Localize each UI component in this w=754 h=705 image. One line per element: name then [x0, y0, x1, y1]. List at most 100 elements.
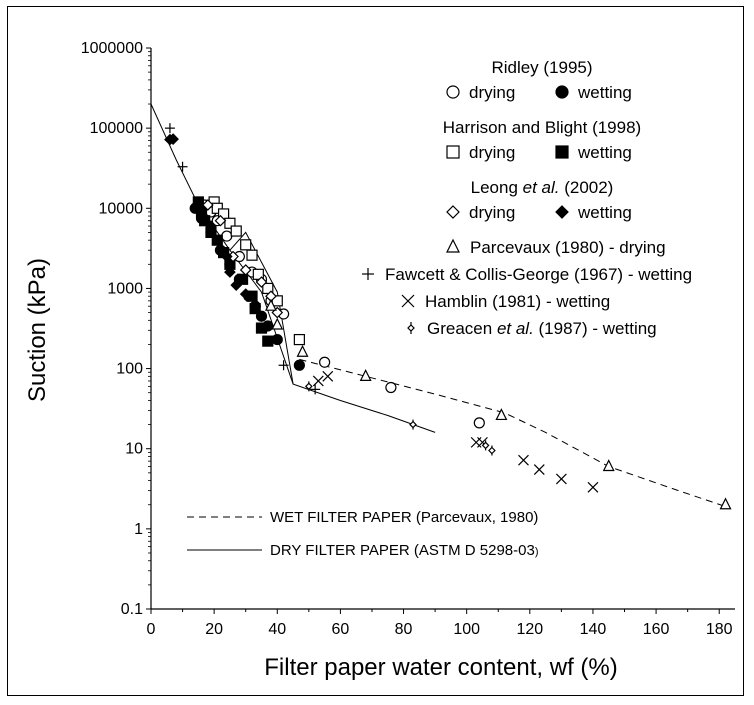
marker-shape	[518, 454, 529, 466]
data-point-triangle-open	[296, 344, 309, 357]
legend-text-part: Parcevaux (1980) - drying	[470, 238, 666, 257]
data-point-diamond-filled	[230, 279, 243, 291]
data-point-diamond-open	[201, 199, 214, 211]
legend-entry-label: Parcevaux (1980) - drying	[470, 238, 666, 257]
data-point-cross	[533, 464, 545, 475]
marker-shape	[199, 215, 211, 227]
marker-shape	[587, 481, 599, 493]
data-points	[164, 123, 732, 510]
y-tick-label: 10000	[99, 200, 144, 217]
data-point-square-open	[211, 202, 223, 214]
x-tick-label: 100	[453, 621, 480, 638]
y-tick-label: 100000	[90, 120, 143, 137]
y-tick-label: 0.1	[121, 601, 143, 618]
y-axis-label: Suction (kPa)	[24, 258, 51, 402]
legend-entry-label: Greacen et al. (1987) - wetting	[427, 319, 657, 338]
legend-text-part: (1998)	[587, 118, 641, 137]
legend-entry-label: drying	[469, 203, 515, 222]
marker-shape	[236, 273, 249, 285]
legend-entry-label: Hamblin (1981) - wetting	[425, 292, 610, 311]
legend-marker-square-filled	[555, 145, 569, 159]
legend-marker-circle-open	[446, 85, 460, 99]
dry-filter-paper-branch	[229, 231, 294, 385]
x-tick-label: 60	[332, 621, 350, 638]
wet-filter-paper-curve	[299, 358, 726, 507]
data-point-square-open	[224, 217, 236, 229]
marker-shape	[271, 333, 283, 346]
marker-shape	[385, 381, 397, 394]
marker-shape	[220, 250, 233, 263]
data-point-circle-filled	[271, 333, 283, 346]
legend-entry-label: wetting	[577, 143, 632, 162]
data-point-square-filled	[236, 273, 249, 285]
wet-curve-legend-label: WET FILTER PAPER (Parcevaux, 1980)	[270, 509, 538, 526]
data-point-star	[488, 445, 496, 456]
x-tick-label: 40	[268, 621, 286, 638]
data-point-square-open	[240, 239, 252, 251]
marker-shape	[255, 322, 268, 334]
legend-text-part: Hamblin (1981) - wetting	[425, 292, 610, 311]
legend-text-small: )	[535, 546, 539, 558]
marker-shape	[407, 324, 415, 332]
x-tick-label: 80	[395, 621, 413, 638]
data-point-cross	[587, 481, 599, 493]
marker-shape	[555, 145, 569, 159]
data-point-plus	[177, 161, 188, 172]
data-point-diamond-open	[214, 214, 227, 227]
marker-shape	[192, 196, 204, 208]
marker-shape	[239, 264, 252, 276]
legend-marker-circle-filled	[555, 85, 569, 99]
legend-text-part: (2002)	[559, 178, 613, 197]
marker-shape	[719, 497, 732, 510]
marker-shape	[224, 266, 236, 278]
y-tick-label: 1000000	[81, 40, 143, 57]
marker-shape	[246, 249, 258, 261]
x-tick-label: 140	[580, 621, 607, 638]
marker-shape	[167, 133, 179, 145]
legend-entry-label: Fawcett & Collis-George (1967) - wetting	[385, 265, 692, 284]
data-point-square-open	[230, 225, 242, 237]
legend-text-part: Greacen	[427, 319, 497, 338]
marker-shape	[205, 220, 217, 232]
marker-shape	[262, 282, 274, 295]
marker-shape	[602, 459, 615, 472]
data-point-plus	[310, 384, 321, 395]
marker-shape	[264, 298, 277, 311]
data-point-plus	[278, 360, 289, 371]
marker-shape	[293, 333, 305, 346]
marker-shape	[252, 268, 264, 280]
data-point-square-filled	[199, 215, 211, 227]
data-point-square-open	[262, 282, 274, 295]
marker-shape	[359, 368, 372, 381]
legend-text-part: Leong	[471, 178, 523, 197]
legend-group-title: Harrison and Blight (1998)	[443, 118, 641, 137]
marker-shape	[230, 225, 242, 237]
legend-text-part: Fawcett & Collis-George (1967) - wetting	[385, 265, 692, 284]
legend-marker-plus	[362, 268, 374, 280]
marker-shape	[239, 288, 252, 300]
marker-shape	[201, 199, 214, 211]
chart-frame	[7, 6, 744, 696]
marker-shape	[271, 317, 284, 330]
marker-shape	[322, 370, 334, 382]
legend-marker-diamond-filled	[555, 205, 569, 219]
legend-text-part: DRY FILTER PAPER (ASTM D 5298-03	[270, 542, 535, 559]
data-point-diamond-filled	[205, 220, 217, 232]
data-point-square-open	[271, 295, 283, 307]
marker-shape	[214, 214, 227, 227]
legend-marker-triangle-open	[446, 238, 460, 253]
x-tick-label: 0	[147, 621, 156, 638]
legend-marker-star	[407, 322, 415, 334]
y-tick-label: 1000	[107, 280, 143, 297]
x-tick-label: 20	[205, 621, 223, 638]
data-point-square-filled	[211, 234, 223, 246]
data-point-cross	[312, 375, 324, 387]
marker-shape	[293, 359, 305, 371]
legend: Ridley (1995) drying wetting Harrison and B…	[362, 58, 692, 338]
data-point-circle-open	[385, 381, 397, 394]
marker-shape	[555, 205, 569, 219]
data-point-diamond-filled	[239, 288, 252, 300]
legend-text-italic: et al.	[523, 178, 560, 197]
data-point-square-filled	[192, 196, 204, 208]
data-point-diamond-filled	[220, 250, 233, 263]
